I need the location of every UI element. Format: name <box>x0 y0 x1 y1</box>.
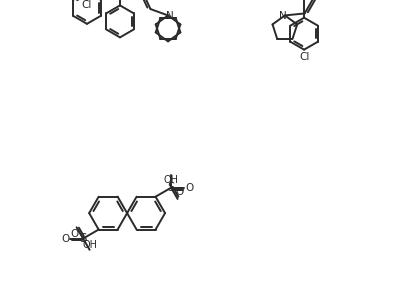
Text: S: S <box>167 181 175 194</box>
Text: Cl: Cl <box>299 52 309 62</box>
Text: S: S <box>79 232 87 245</box>
Text: Cl: Cl <box>82 0 92 10</box>
Text: O: O <box>176 187 184 197</box>
Text: O: O <box>185 183 193 193</box>
Text: OH: OH <box>82 240 97 250</box>
Text: O: O <box>61 234 69 244</box>
Text: O: O <box>70 229 79 239</box>
Text: OH: OH <box>163 175 179 185</box>
Text: N: N <box>279 11 287 21</box>
Text: N: N <box>166 11 174 21</box>
